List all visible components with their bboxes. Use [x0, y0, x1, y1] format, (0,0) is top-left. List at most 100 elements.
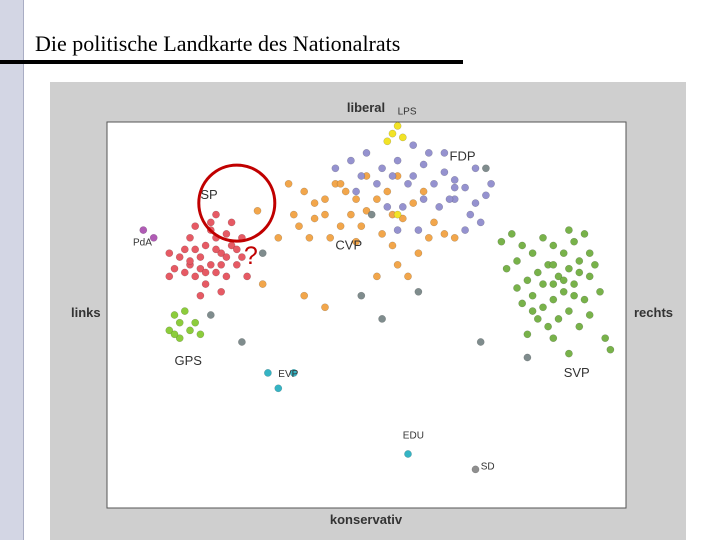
point-cvp-7 [362, 206, 371, 215]
point-fdp-6 [419, 160, 428, 169]
point-fdp-17 [404, 179, 412, 188]
point-lps-0 [388, 129, 397, 138]
point-sp-28 [196, 264, 205, 273]
point-svp-27 [554, 315, 563, 323]
point-svp-47 [565, 226, 573, 234]
slide-title: Die politische Landkarte des Nationalrat… [35, 31, 401, 56]
point-cvp-37 [414, 249, 423, 258]
point-svp-30 [523, 330, 532, 339]
point-evp-1 [274, 384, 283, 393]
point-cvp-13 [357, 222, 366, 231]
point-cvp-39 [295, 222, 303, 231]
point-svp-23 [580, 295, 589, 304]
point-cvp-11 [336, 222, 345, 231]
point-svp-2 [518, 241, 527, 250]
point-sp-32 [165, 249, 174, 258]
point-fdp-21 [424, 149, 433, 157]
point-sp-25 [212, 210, 220, 219]
party-label-fdp: FDP [450, 149, 476, 164]
point-other-1 [238, 338, 246, 346]
point-svp-9 [575, 257, 584, 265]
point-cvp-8 [373, 195, 381, 204]
point-cvp-19 [430, 218, 438, 227]
point-evp-0 [264, 369, 272, 377]
point-edu-0 [404, 450, 412, 458]
point-sp-19 [170, 264, 179, 273]
point-svp-36 [606, 345, 615, 354]
point-evp-2 [289, 369, 298, 377]
point-pda-1 [149, 233, 158, 242]
party-label-gps: GPS [175, 353, 203, 368]
point-svp-39 [539, 280, 547, 288]
point-sp-33 [191, 222, 200, 231]
point-cvp-3 [321, 195, 329, 204]
point-svp-31 [549, 334, 558, 343]
axis-label-links: links [71, 305, 101, 320]
point-fdp-15 [435, 203, 444, 211]
point-svp-24 [585, 272, 594, 281]
point-fdp-0 [331, 164, 340, 173]
point-sp-14 [232, 260, 241, 269]
point-fdp-11 [471, 199, 480, 207]
point-gps-5 [191, 318, 200, 327]
point-other-6 [482, 164, 490, 173]
point-svp-1 [507, 230, 516, 238]
point-svp-29 [533, 315, 542, 323]
point-fdp-24 [487, 179, 495, 188]
point-fdp-3 [378, 164, 386, 173]
point-sp-9 [180, 268, 189, 277]
point-svp-32 [575, 322, 584, 331]
point-fdp-1 [347, 156, 355, 165]
point-lps-3 [383, 137, 392, 146]
point-gps-1 [175, 318, 184, 327]
point-svp-11 [554, 272, 563, 281]
point-fdp-23 [471, 164, 480, 173]
point-sp-20 [165, 272, 174, 281]
point-cvp-23 [253, 206, 262, 215]
point-sp-12 [212, 268, 220, 277]
point-svp-21 [559, 287, 568, 296]
point-sp-22 [217, 287, 226, 296]
point-cvp-6 [352, 195, 360, 204]
point-svp-22 [570, 280, 578, 288]
point-cvp-22 [289, 210, 298, 219]
point-fdp-34 [450, 183, 459, 192]
point-sp-16 [222, 230, 231, 238]
point-svp-16 [502, 264, 511, 273]
point-sp-18 [186, 233, 194, 242]
point-cvp-35 [352, 237, 360, 246]
point-gps-7 [170, 330, 179, 339]
point-cvp-9 [383, 187, 392, 196]
party-label-svp: SVP [564, 365, 590, 380]
point-other-3 [378, 315, 386, 323]
party-label-sp: SP [200, 187, 217, 202]
point-cvp-5 [341, 187, 350, 196]
point-lps-4 [393, 210, 402, 219]
point-cvp-24 [274, 233, 283, 242]
point-fdp-7 [430, 179, 438, 188]
point-cvp-40 [321, 210, 329, 219]
point-svp-14 [523, 276, 532, 285]
party-label-lps: LPS [398, 106, 417, 117]
slide-left-bar-edge [23, 0, 24, 540]
point-cvp-29 [321, 303, 329, 312]
point-lps-1 [393, 122, 402, 130]
point-fdp-26 [461, 226, 469, 234]
point-svp-15 [513, 284, 521, 292]
political-map-chart: liberal konservativ links rechts SP PdA GP… [71, 100, 673, 527]
point-svp-7 [570, 237, 578, 246]
point-cvp-1 [300, 187, 309, 196]
point-cvp-36 [305, 233, 314, 242]
point-svp-37 [565, 349, 573, 358]
point-svp-44 [549, 280, 558, 288]
data-points [139, 122, 615, 474]
point-sp-36 [212, 245, 220, 254]
party-label-pda: PdA [133, 238, 152, 249]
point-sp-31 [232, 245, 241, 254]
point-gps-0 [170, 311, 179, 319]
point-cvp-21 [310, 214, 319, 223]
point-cvp-0 [284, 179, 293, 188]
point-cvp-16 [398, 214, 407, 223]
point-svp-45 [575, 268, 584, 277]
point-cvp-27 [373, 272, 381, 281]
